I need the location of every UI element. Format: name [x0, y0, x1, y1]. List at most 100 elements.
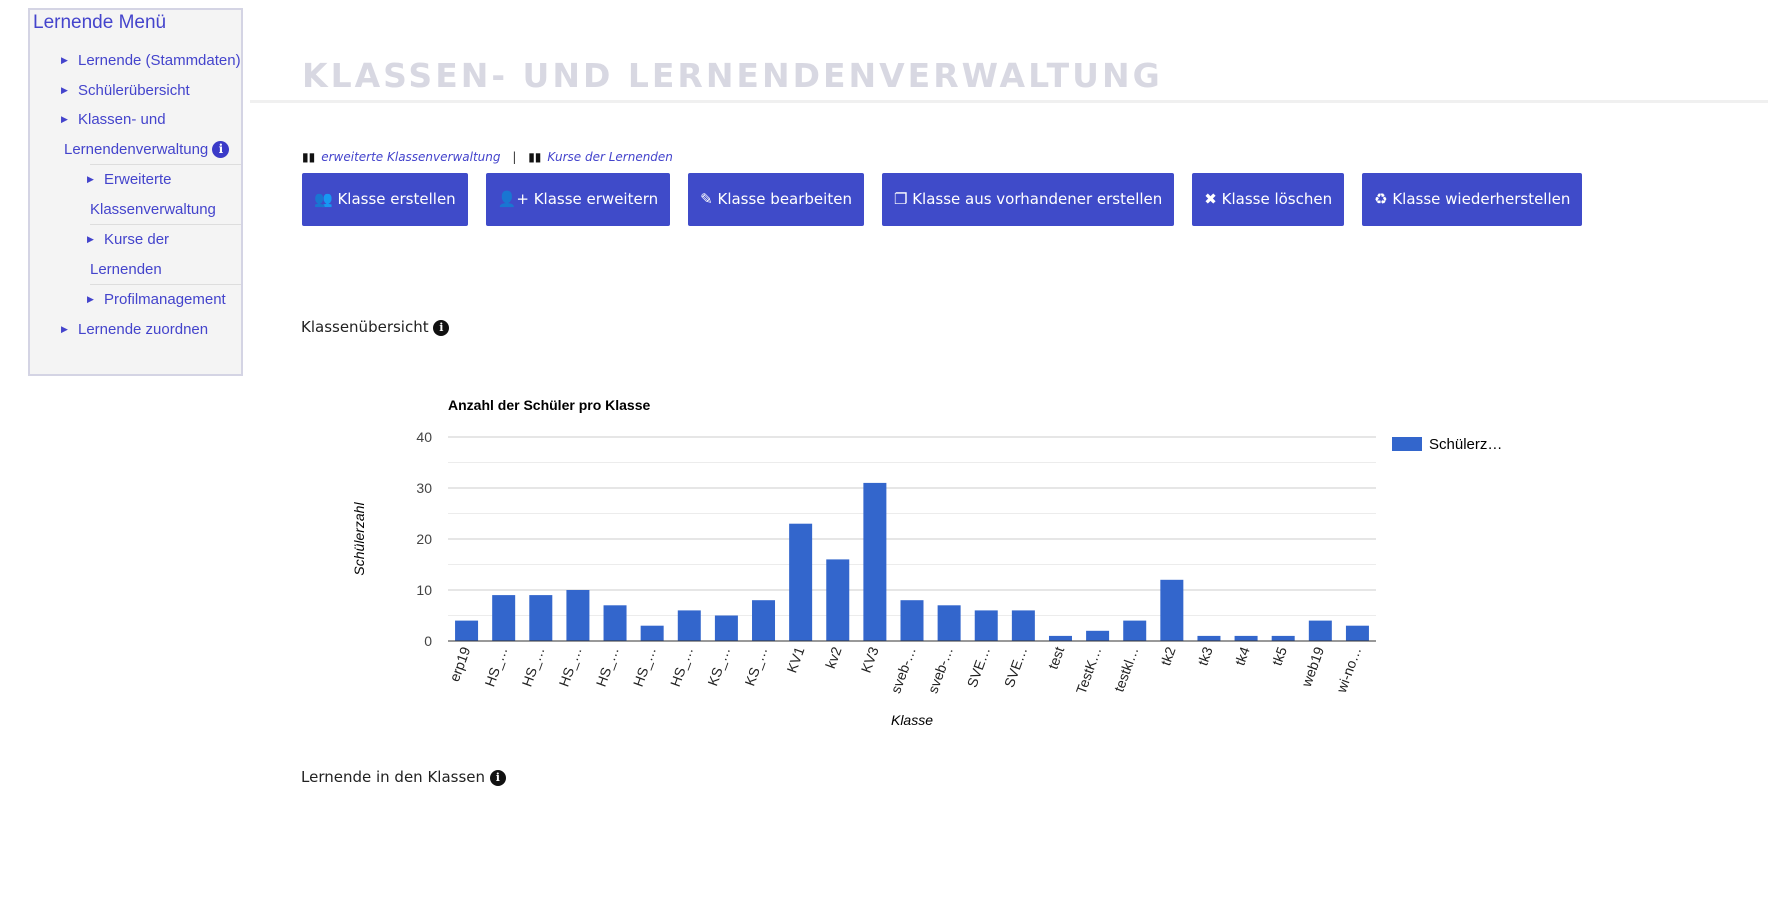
- button-klasse-wiederherstellen[interactable]: ♻ Klasse wiederherstellen: [1362, 173, 1583, 226]
- x-tick-label: HS_…: [593, 645, 622, 689]
- button-label: Klasse bearbeiten: [717, 190, 852, 208]
- bar[interactable]: [789, 523, 813, 641]
- button-klasse-löschen[interactable]: ✖ Klasse löschen: [1192, 173, 1345, 226]
- button-icon: 👤+: [497, 190, 529, 208]
- y-tick-label: 0: [424, 633, 432, 649]
- bar[interactable]: [566, 590, 590, 641]
- sidebar-item-erweiterte[interactable]: ▶ Erweiterte Klassenverwaltung: [87, 164, 241, 224]
- bar[interactable]: [455, 620, 479, 641]
- button-klasse-bearbeiten[interactable]: ✎ Klasse bearbeiten: [688, 173, 864, 226]
- x-tick-label: wi-no…: [1333, 645, 1365, 696]
- section-students: Lernende in den Klassen i: [301, 768, 506, 786]
- button-klasse-erweitern[interactable]: 👤+ Klasse erweitern: [485, 173, 671, 226]
- bar[interactable]: [1308, 620, 1332, 641]
- bar[interactable]: [974, 610, 998, 641]
- section-title: Lernende in den Klassen: [301, 768, 486, 786]
- button-label: Klasse erweitern: [533, 190, 659, 208]
- info-icon[interactable]: i: [489, 769, 506, 786]
- bar[interactable]: [937, 605, 961, 641]
- x-tick-label: SVE…: [1001, 645, 1030, 690]
- sidebar-menu: Lernende Menü ▶ Lernende (Stammdaten) ▶ Sc…: [28, 8, 243, 376]
- x-tick-label: HS_…: [667, 645, 696, 689]
- y-tick-label: 30: [416, 480, 432, 496]
- item-label: Lernende zuordnen: [78, 320, 209, 338]
- x-tick-label: tk5: [1269, 644, 1290, 667]
- action-buttons: 👥 Klasse erstellen 👤+ Klasse erweitern ✎ K…: [302, 173, 1600, 226]
- map-icon: ▮▮: [302, 150, 316, 164]
- separator: |: [512, 150, 517, 164]
- x-tick-label: sveb-…: [887, 645, 919, 696]
- sidebar-item-klassenverwaltung[interactable]: ▶ Klassen- und Lernendenverwaltung i: [30, 105, 241, 164]
- item-label: Lernende (Stammdaten): [78, 52, 241, 69]
- x-tick-label: HS_…: [630, 645, 659, 689]
- item-label: Schülerübersicht: [78, 81, 190, 99]
- button-label: Klasse aus vorhandener erstellen: [912, 190, 1163, 208]
- link-courses[interactable]: Kurse der Lernenden: [547, 150, 673, 164]
- y-tick-label: 10: [416, 582, 432, 598]
- bar[interactable]: [1197, 635, 1221, 641]
- quick-links: ▮▮ erweiterte Klassenverwaltung | ▮▮ Kurse…: [302, 150, 673, 164]
- info-icon[interactable]: i: [212, 141, 230, 159]
- caret-right-icon: ▶: [61, 323, 68, 334]
- bar[interactable]: [677, 610, 701, 641]
- item-label: Kurse der Lernenden: [90, 231, 170, 278]
- section-overview: Klassenübersicht i: [301, 318, 450, 336]
- bar[interactable]: [752, 600, 776, 641]
- bar[interactable]: [1160, 579, 1184, 641]
- bar[interactable]: [900, 600, 924, 641]
- item-label: Profilmanagement: [104, 291, 226, 308]
- button-icon: ♻: [1374, 190, 1388, 208]
- x-tick-label: testkl…: [1111, 645, 1142, 694]
- button-icon: ❐: [893, 190, 908, 208]
- x-tick-label: sveb-…: [924, 645, 956, 696]
- x-tick-label: test: [1045, 644, 1068, 671]
- bar[interactable]: [863, 482, 887, 641]
- button-klasse-erstellen[interactable]: 👥 Klasse erstellen: [302, 173, 468, 226]
- x-tick-label: tk4: [1231, 644, 1252, 667]
- bar[interactable]: [640, 625, 664, 641]
- link-extended[interactable]: erweiterte Klassenverwaltung: [321, 150, 501, 164]
- bar[interactable]: [1011, 610, 1035, 641]
- bar[interactable]: [1271, 635, 1295, 641]
- bar[interactable]: [1345, 625, 1369, 641]
- button-label: Klasse wiederherstellen: [1392, 190, 1571, 208]
- bar[interactable]: [1086, 630, 1110, 641]
- caret-right-icon: ▶: [61, 114, 68, 124]
- sidebar-item-lernende[interactable]: ▶ Lernende (Stammdaten): [30, 46, 241, 76]
- bar[interactable]: [1123, 620, 1147, 641]
- caret-right-icon: ▶: [61, 84, 68, 95]
- bar[interactable]: [1234, 635, 1258, 641]
- x-tick-label: HS_…: [556, 645, 585, 689]
- x-tick-label: HS_…: [481, 645, 510, 689]
- sidebar-item-zuordnen[interactable]: ▶ Lernende zuordnen: [30, 315, 241, 345]
- divider: [250, 100, 1768, 103]
- x-tick-label: erp19: [446, 644, 473, 683]
- map-icon: ▮▮: [528, 150, 542, 164]
- page-title: KLASSEN- UND LERNENDENVERWALTUNG: [302, 56, 1163, 95]
- x-axis-label: Klasse: [891, 712, 933, 728]
- chart-title: Anzahl der Schüler pro Klasse: [448, 397, 650, 413]
- sidebar-item-profil[interactable]: ▶ Profilmanagement: [87, 284, 241, 315]
- caret-right-icon: ▶: [87, 174, 94, 184]
- y-tick-label: 20: [416, 531, 432, 547]
- button-icon: 👥: [314, 190, 333, 208]
- button-klasse-aus-vorhandener-erstellen[interactable]: ❐ Klasse aus vorhandener erstellen: [881, 173, 1175, 226]
- section-title: Klassenübersicht: [301, 318, 429, 336]
- sidebar-item-schueleruebersicht[interactable]: ▶ Schülerübersicht: [30, 76, 241, 106]
- bar[interactable]: [492, 595, 516, 641]
- x-tick-label: HS_…: [518, 645, 547, 689]
- bar[interactable]: [603, 605, 627, 641]
- caret-right-icon: ▶: [87, 234, 94, 244]
- x-tick-label: kv2: [822, 644, 845, 670]
- button-icon: ✎: [700, 190, 713, 208]
- x-tick-label: tk2: [1157, 644, 1178, 667]
- x-tick-label: web19: [1298, 644, 1328, 689]
- info-icon[interactable]: i: [433, 319, 450, 336]
- bar[interactable]: [1048, 635, 1072, 641]
- bar[interactable]: [826, 559, 850, 641]
- bar[interactable]: [529, 595, 553, 641]
- bar[interactable]: [714, 615, 738, 642]
- x-tick-label: SVE…: [964, 645, 993, 690]
- x-tick-label: KS_…: [741, 645, 770, 689]
- sidebar-item-kurse[interactable]: ▶ Kurse der Lernenden: [87, 224, 241, 284]
